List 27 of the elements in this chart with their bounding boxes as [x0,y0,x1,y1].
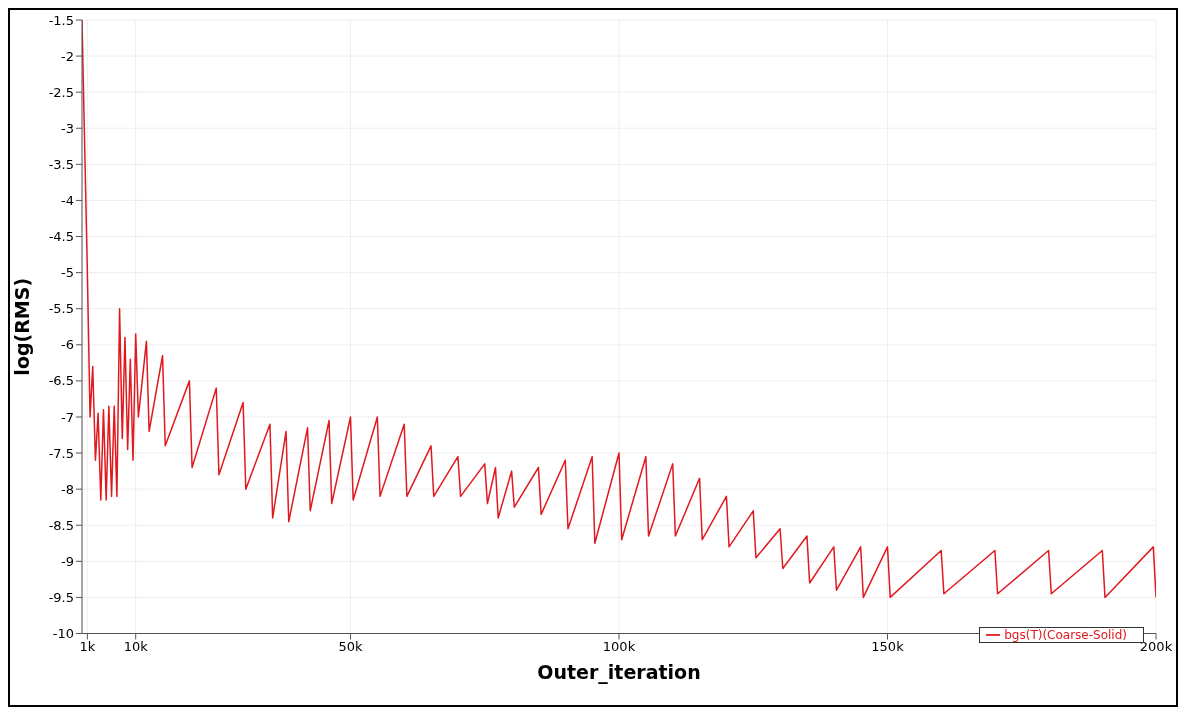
legend-label: bgs(T)(Coarse-Solid) [1004,627,1127,642]
y-tick-label: -4.5 [48,229,74,245]
y-tick-label: -2.5 [48,84,74,100]
y-axis-title: log(RMS) [10,277,33,376]
x-tick-label: 50k [338,638,363,654]
y-tick-label: -3 [61,120,74,136]
y-tick-label: -6.5 [48,373,74,389]
y-tick-label: -4 [61,193,74,209]
y-tick-label: -1.5 [48,12,74,28]
y-tick-label: -7 [61,409,74,425]
y-tick-label: -8 [61,481,74,497]
y-tick-label: -8.5 [48,517,74,533]
x-tick-label: 150k [871,638,905,654]
y-tick-label: -5.5 [48,301,74,317]
y-tick-label: -5 [61,265,74,281]
y-tick-label: -10 [52,626,74,642]
x-tick-label: 100k [602,638,636,654]
x-tick-label: 1k [79,638,96,654]
x-tick-label: 200k [1139,638,1173,654]
y-tick-label: -9.5 [48,590,74,606]
y-tick-label: -2 [61,48,74,64]
x-axis-title: Outer_iteration [537,660,701,684]
y-tick-label: -3.5 [48,156,74,172]
x-tick-label: 10k [123,638,149,654]
y-tick-label: -9 [61,553,74,569]
y-tick-label: -7.5 [48,445,74,461]
y-tick-label: -6 [61,337,74,353]
